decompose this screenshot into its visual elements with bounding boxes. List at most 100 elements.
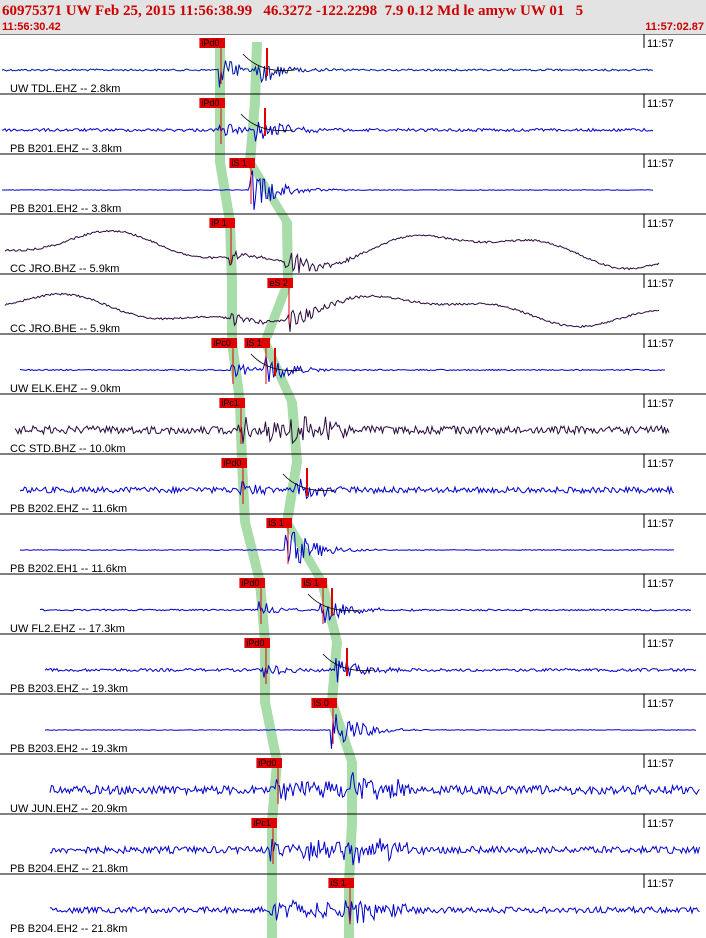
station-label: CC JRO.BHE -- 5.9km xyxy=(10,323,120,335)
p-pick-flag[interactable] xyxy=(239,578,265,588)
waveform xyxy=(1,121,654,142)
s-pick-flag[interactable] xyxy=(328,878,354,888)
p-pick-flag[interactable] xyxy=(199,98,225,108)
p-pick-label: iP 1 xyxy=(211,218,226,228)
s-pick-label: iS 1 xyxy=(303,578,319,588)
p-pick-flag[interactable] xyxy=(256,758,282,768)
waveform xyxy=(14,416,670,445)
minute-label: 11:57 xyxy=(647,278,674,290)
waveform xyxy=(49,898,700,925)
station-trace-row[interactable]: 11:57 iS 0 PB B203.EH2 -- 19.3km xyxy=(0,693,706,755)
station-trace-row[interactable]: 11:57 iP 1 CC JRO.BHZ -- 5.9km xyxy=(0,213,706,275)
station-trace-row[interactable]: 11:57 iS 1 PB B204.EH2 -- 21.8km xyxy=(0,873,706,935)
amplitude-curve xyxy=(250,353,304,372)
station-trace-row[interactable]: 11:57 iPc1 PB B204.EHZ -- 21.8km xyxy=(0,813,706,875)
amplitude-curve xyxy=(307,593,361,612)
station-trace-row[interactable]: 11:57 eS 2 CC JRO.BHE -- 5.9km xyxy=(0,273,706,335)
p-pick-flag[interactable] xyxy=(219,398,245,408)
station-label: PB B204.EHZ -- 21.8km xyxy=(10,863,128,875)
station-label: PB B202.EHZ -- 11.6km xyxy=(10,503,127,515)
p-wave-window xyxy=(215,42,282,938)
station-trace-row[interactable]: 11:57 iS 1 PB B202.EH1 -- 11.6km xyxy=(0,513,706,575)
waveform xyxy=(39,601,692,623)
event-title: 60975371 UW Feb 25, 2015 11:56:38.99 46.… xyxy=(2,3,584,19)
amplitude-curve xyxy=(240,113,294,132)
minute-label: 11:57 xyxy=(647,578,674,590)
window-end-time: 11:57:02.87 xyxy=(645,21,704,33)
s-pick-label: iS 1 xyxy=(268,518,284,528)
station-trace-row[interactable]: 11:57 iPd0 PB B202.EHZ -- 11.6km xyxy=(0,453,706,515)
minute-label: 11:57 xyxy=(647,698,674,710)
waveform xyxy=(4,229,660,273)
station-trace-row[interactable]: 11:57 iPd0 PB B203.EHZ -- 19.3km xyxy=(0,633,706,695)
station-trace-row[interactable]: 11:57 iS 1 PB B201.EH2 -- 3.8km xyxy=(0,153,706,215)
p-pick-flag[interactable] xyxy=(211,338,237,348)
p-pick-flag[interactable] xyxy=(221,458,247,468)
minute-label: 11:57 xyxy=(647,158,674,170)
amplitude-curve xyxy=(242,53,296,72)
station-label: PB B202.EH1 -- 11.6km xyxy=(10,563,127,575)
waveform xyxy=(44,714,697,749)
p-pick-label: iPd0 xyxy=(223,458,241,468)
station-label: PB B201.EHZ -- 3.8km xyxy=(10,143,122,155)
p-pick-flag[interactable] xyxy=(199,38,225,48)
station-label: PB B201.EH2 -- 3.8km xyxy=(10,203,121,215)
station-label: UW FL2.EHZ -- 17.3km xyxy=(10,623,125,635)
station-label: PB B203.EH2 -- 19.3km xyxy=(10,743,127,755)
waveform xyxy=(19,478,675,500)
s-pick-flag[interactable] xyxy=(229,158,255,168)
p-pick-label: iPd0 xyxy=(258,758,276,768)
station-trace-row[interactable]: 11:57 iPd0 UW TDL.EHZ -- 2.8km xyxy=(0,34,706,95)
s-pick-flag[interactable] xyxy=(301,578,327,588)
waveform xyxy=(1,60,654,88)
window-start-time: 11:56:30.42 xyxy=(2,21,61,33)
s-pick-flag[interactable] xyxy=(267,278,293,288)
station-label: PB B203.EHZ -- 19.3km xyxy=(10,683,128,695)
s-pick-flag[interactable] xyxy=(266,518,292,528)
amplitude-curve xyxy=(322,653,376,672)
s-pick-label: iS 1 xyxy=(231,158,247,168)
waveform xyxy=(2,170,654,210)
amplitude-curve xyxy=(282,473,336,492)
station-trace-row[interactable]: 11:57 iPd0 iS 1 UW FL2.EHZ -- 17.3km xyxy=(0,573,706,635)
minute-label: 11:57 xyxy=(647,458,674,470)
p-pick-label: iPd0 xyxy=(201,98,219,108)
trace-panel: 11:57 iPd0 UW TDL.EHZ -- 2.8km 11:57 iPd0 PB … xyxy=(0,34,706,938)
s-pick-label: iS 0 xyxy=(313,698,329,708)
s-pick-flag[interactable] xyxy=(311,698,337,708)
s-pick-flag[interactable] xyxy=(244,338,270,348)
waveform xyxy=(19,531,675,564)
minute-label: 11:57 xyxy=(647,398,674,410)
minute-label: 11:57 xyxy=(647,218,674,230)
station-label: UW ELK.EHZ -- 9.0km xyxy=(10,383,121,395)
waveform xyxy=(4,292,660,332)
waveform xyxy=(44,658,697,683)
p-pick-label: iPd0 xyxy=(201,38,219,48)
p-pick-label: iPc1 xyxy=(253,818,271,828)
waveform xyxy=(19,355,665,382)
station-trace-row[interactable]: 11:57 iPc1 CC STD.BHZ -- 10.0km xyxy=(0,393,706,455)
p-pick-flag[interactable] xyxy=(251,818,277,828)
station-label: CC STD.BHZ -- 10.0km xyxy=(10,443,126,455)
p-pick-flag[interactable] xyxy=(244,638,270,648)
s-pick-label: iS 1 xyxy=(330,878,346,888)
waveform xyxy=(49,772,700,801)
station-label: UW JUN.EHZ -- 20.9km xyxy=(10,803,127,815)
minute-label: 11:57 xyxy=(647,98,674,110)
p-pick-label: iPd0 xyxy=(241,578,259,588)
station-trace-row[interactable]: 11:57 iPd0 PB B201.EHZ -- 3.8km xyxy=(0,93,706,155)
minute-label: 11:57 xyxy=(647,758,674,770)
station-trace-row[interactable]: 11:57 iPc0 iS 1 UW ELK.EHZ -- 9.0km xyxy=(0,333,706,395)
p-pick-label: iPd0 xyxy=(246,638,264,648)
minute-label: 11:57 xyxy=(647,338,674,350)
minute-label: 11:57 xyxy=(647,878,674,890)
s-pick-label: iS 1 xyxy=(246,338,262,348)
minute-label: 11:57 xyxy=(647,518,674,530)
s-pick-label: eS 2 xyxy=(269,278,288,288)
minute-label: 11:57 xyxy=(647,38,674,50)
s-wave-window xyxy=(245,42,357,938)
p-pick-flag[interactable] xyxy=(209,218,235,228)
station-trace-row[interactable]: 11:57 iPd0 UW JUN.EHZ -- 20.9km xyxy=(0,753,706,815)
waveform xyxy=(49,838,700,866)
